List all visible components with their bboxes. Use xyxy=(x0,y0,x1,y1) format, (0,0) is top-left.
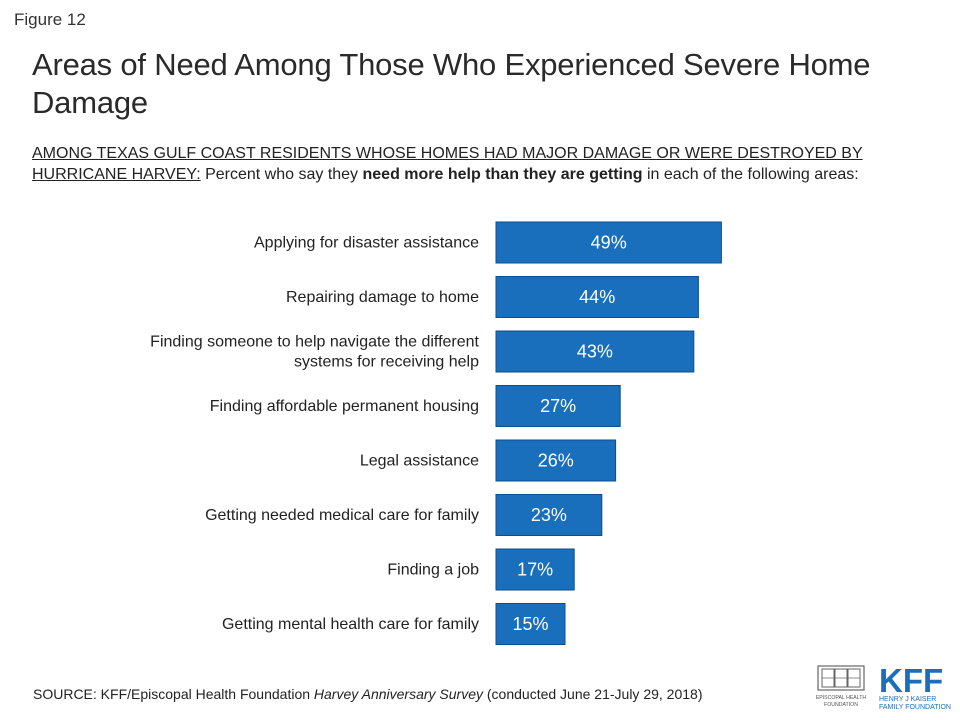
category-label-7: Finding a job xyxy=(387,562,479,579)
value-label-5: 26% xyxy=(538,451,574,471)
category-label-3-line-1: Finding someone to help navigate the dif… xyxy=(150,334,479,351)
category-label-8: Getting mental health care for family xyxy=(222,616,479,633)
category-label-5: Legal assistance xyxy=(360,453,479,470)
subtitle-emphasis: need more help than they are getting xyxy=(362,166,643,183)
value-label-1: 49% xyxy=(591,233,627,253)
value-label-6: 23% xyxy=(531,505,567,525)
value-label-2: 44% xyxy=(579,287,615,307)
value-label-8: 15% xyxy=(512,614,548,634)
value-label-3: 43% xyxy=(577,342,613,362)
kff-logo-line1: HENRY J KAISER xyxy=(879,696,936,703)
ehf-logo-line2: FOUNDATION xyxy=(824,702,858,708)
ehf-logo-line1: EPISCOPAL HEALTH xyxy=(816,695,867,701)
kff-logo-mark: KFF xyxy=(879,662,943,699)
source-note: SOURCE: KFF/Episcopal Health Foundation … xyxy=(33,686,702,702)
category-label-3-line-2: systems for receiving help xyxy=(294,354,479,371)
value-label-7: 17% xyxy=(517,560,553,580)
bar-6 xyxy=(495,494,603,536)
source-suffix: (conducted June 21-July 29, 2018) xyxy=(483,686,703,702)
subtitle-part2: in each of the following areas: xyxy=(642,166,859,183)
subtitle-lead: AMONG TEXAS GULF COAST RESIDENTS WHOSE H… xyxy=(32,145,863,183)
category-label-2: Repairing damage to home xyxy=(286,289,479,306)
bar-4 xyxy=(495,385,621,427)
bar-5 xyxy=(495,439,617,482)
figure-label: Figure 12 xyxy=(14,10,86,29)
subtitle-part1: Percent who say they xyxy=(200,166,363,183)
bar-2 xyxy=(495,276,699,318)
bar-8 xyxy=(495,603,566,645)
category-label-1: Applying for disaster assistance xyxy=(254,235,479,252)
category-label-4: Finding affordable permanent housing xyxy=(210,398,479,415)
chart-title: Areas of Need Among Those Who Experience… xyxy=(32,47,871,120)
ehf-logo: EPISCOPAL HEALTH FOUNDATION xyxy=(816,665,867,708)
kff-logo: KFF HENRY J KAISER FAMILY FOUNDATION xyxy=(879,662,951,711)
bar-7 xyxy=(495,548,575,591)
kff-logo-line2: FAMILY FOUNDATION xyxy=(879,704,951,711)
value-label-4: 27% xyxy=(540,396,576,416)
source-survey: Harvey Anniversary Survey xyxy=(313,686,483,702)
chart-subtitle: AMONG TEXAS GULF COAST RESIDENTS WHOSE H… xyxy=(32,143,932,185)
source-prefix: SOURCE: KFF/Episcopal Health Foundation xyxy=(33,686,314,702)
category-label-6: Getting needed medical care for family xyxy=(205,507,479,524)
bar-3 xyxy=(495,330,695,373)
bar-1 xyxy=(495,221,722,264)
